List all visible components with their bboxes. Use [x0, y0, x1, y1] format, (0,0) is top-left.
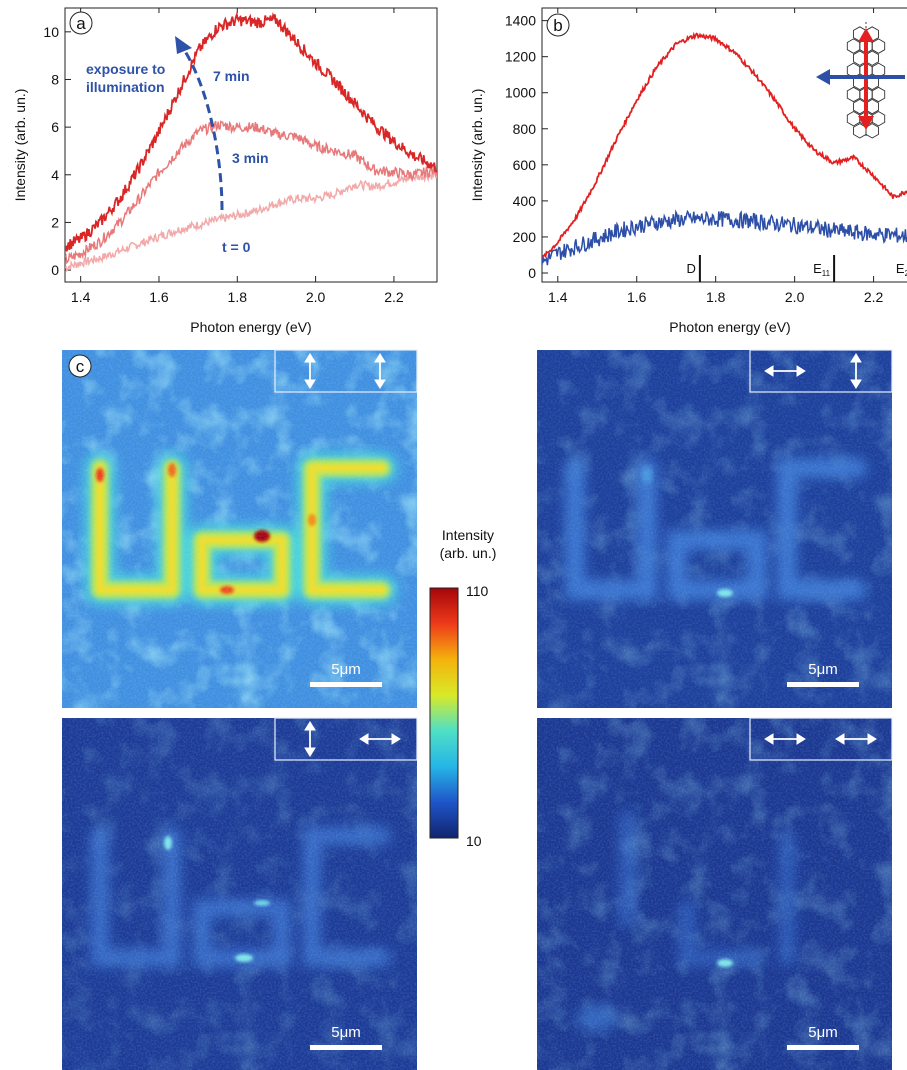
- panel-a-frame: [64, 7, 438, 283]
- annotation-exposure-line2: illumination: [86, 79, 165, 95]
- y-tick-label: 2: [51, 214, 59, 230]
- horizontal-horizontal-arrow-icon: [764, 733, 877, 745]
- vertical-arrow-icon: [304, 353, 386, 389]
- series-label-t0: t = 0: [222, 239, 251, 255]
- y-tick-label: 10: [43, 24, 59, 40]
- series-line-0: [65, 170, 437, 273]
- panel-a-xlabel: Photon energy (eV): [190, 319, 311, 335]
- y-tick-label: 8: [51, 71, 59, 87]
- panel-b-xlabel: Photon energy (eV): [669, 319, 790, 335]
- scale-label-bottom-left: 5μm: [331, 1024, 360, 1041]
- exposure-arrowhead: [175, 36, 192, 54]
- series-line-1: [65, 120, 437, 265]
- marker-label: D: [687, 261, 696, 276]
- colorbar-title-line1: Intensity: [442, 527, 494, 543]
- series-label-7min: 7 min: [213, 68, 250, 84]
- panel-a-label: a: [69, 11, 93, 35]
- scale-label-bottom-right: 5μm: [808, 1024, 837, 1041]
- x-tick-label: 1.4: [71, 289, 91, 305]
- panel-b-axes: 1.4 1.6 1.8 2.0 2.2 0 200 400 600 800 1000 1200 1400: [505, 8, 884, 305]
- panel-c-label: c: [68, 354, 92, 378]
- vertical-horizontal-arrow-icon: [304, 721, 401, 757]
- y-tick-label: 6: [51, 119, 59, 135]
- x-tick-label: 2.2: [384, 289, 404, 305]
- panel-b-label-text: b: [553, 16, 562, 35]
- panel-c-label-text: c: [76, 357, 85, 376]
- colorbar-title-line2: (arb. un.): [440, 545, 497, 561]
- series-line-0: [542, 31, 907, 260]
- y-tick-label: 1400: [505, 13, 536, 29]
- image-bottom-right: 5μm: [537, 717, 893, 1070]
- polarization-box-bottom-left: [274, 717, 418, 761]
- panel-b-ylabel: Intensity (arb. un.): [469, 89, 485, 202]
- x-tick-label: 2.0: [306, 289, 326, 305]
- y-tick-label: 1000: [505, 85, 536, 101]
- scale-label-top-left: 5μm: [331, 661, 360, 678]
- annotation-exposure-line1: exposure to: [86, 61, 165, 77]
- panel-a: 1.4 1.6 1.8 2.0 2.2 0 2 4 6 8 10 Photon energy (eV…: [12, 7, 438, 335]
- series-line-1: [542, 209, 907, 266]
- y-tick-label: 4: [51, 167, 59, 183]
- panel-b-series-group: [542, 31, 907, 266]
- series-line-2: [65, 11, 437, 252]
- panel-b-frame: [541, 7, 907, 283]
- panel-b: 1.4 1.6 1.8 2.0 2.2 0 200 400 600 800 1000 1200 1400…: [469, 7, 907, 335]
- colorbar-gradient: [429, 587, 459, 839]
- panel-a-series-group: [65, 11, 437, 273]
- colorbar-max-label: 110: [466, 583, 489, 599]
- image-top-left: 5μm c: [62, 349, 418, 708]
- x-tick-label: 2.0: [785, 289, 805, 305]
- y-tick-label: 800: [513, 121, 537, 137]
- panel-b-label: b: [546, 13, 570, 37]
- y-tick-label: 200: [513, 229, 537, 245]
- x-tick-label: 1.8: [228, 289, 248, 305]
- x-tick-label: 2.2: [864, 289, 884, 305]
- marker-label: E2: [896, 261, 907, 278]
- polarization-box-bottom-right: [749, 717, 893, 761]
- scale-label-top-right: 5μm: [808, 661, 837, 678]
- marker-label: E11: [813, 261, 831, 278]
- panel-a-axes: 1.4 1.6 1.8 2.0 2.2 0 2 4 6 8 10: [43, 8, 404, 305]
- y-tick-label: 1200: [505, 49, 536, 65]
- colorbar-min-label: 10: [466, 833, 482, 849]
- y-tick-label: 600: [513, 157, 537, 173]
- polarization-box-top-right: [749, 349, 893, 393]
- y-tick-label: 0: [51, 262, 59, 278]
- panel-a-label-text: a: [76, 14, 86, 33]
- y-tick-label: 0: [528, 265, 536, 281]
- image-top-right: 5μm: [537, 349, 893, 708]
- colorbar: Intensity (arb. un.) 110 10: [429, 527, 497, 849]
- exposure-arrow: [181, 47, 224, 211]
- x-tick-label: 1.6: [627, 289, 647, 305]
- panel-a-ylabel: Intensity (arb. un.): [12, 89, 28, 202]
- y-tick-label: 400: [513, 193, 537, 209]
- horizontal-vertical-arrow-icon: [764, 353, 862, 389]
- polarization-box-top-left: [274, 349, 418, 393]
- nanotube-inset: [816, 22, 905, 139]
- x-tick-label: 1.6: [149, 289, 169, 305]
- series-label-3min: 3 min: [232, 150, 269, 166]
- x-tick-label: 1.4: [548, 289, 568, 305]
- image-bottom-left: 5μm: [62, 717, 418, 1070]
- panel-c: 5μm c: [62, 349, 893, 1070]
- x-tick-label: 1.8: [706, 289, 726, 305]
